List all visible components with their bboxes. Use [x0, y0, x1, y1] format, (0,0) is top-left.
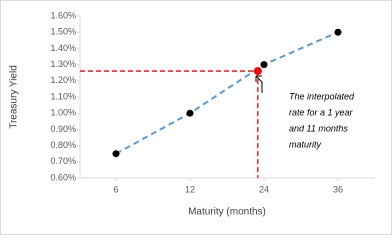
interpolated-point — [253, 67, 262, 76]
x-tick-label: 24 — [259, 184, 269, 194]
chart: Maturity (months) Treasury Yield 0.60% 0.… — [0, 0, 392, 235]
y-tick-label: 0.70% — [50, 156, 76, 166]
y-tick-label: 0.80% — [50, 140, 76, 150]
y-tick-label: 1.60% — [50, 10, 76, 20]
x-tick-label: 12 — [185, 184, 195, 194]
annotation-text: rate for a 1 year — [289, 107, 354, 117]
x-tick-label: 6 — [113, 184, 118, 194]
y-tick-label: 1.30% — [50, 59, 76, 69]
annotation-text: maturity — [289, 139, 322, 149]
page: {"chart_data": { "type": "scatter", "x_l… — [0, 0, 392, 235]
annotation-text: and 11 months — [289, 123, 348, 133]
y-tick-label: 1.20% — [50, 75, 76, 85]
data-point — [334, 28, 342, 36]
annotation-arrow — [255, 75, 263, 93]
annotation-text: The interpolated — [289, 91, 355, 101]
x-tick-label: 36 — [333, 184, 343, 194]
y-tick-label: 0.90% — [50, 124, 76, 134]
y-tick-label: 1.10% — [50, 91, 76, 101]
y-tick-label: 1.00% — [50, 108, 76, 118]
x-axis-title: Maturity (months) — [188, 207, 266, 218]
chart-border — [0, 0, 392, 235]
y-tick-label: 1.40% — [50, 43, 76, 53]
data-point — [260, 61, 268, 69]
y-tick-label: 1.50% — [50, 27, 76, 37]
y-tick-label: 0.60% — [50, 172, 76, 182]
y-axis-title: Treasury Yield — [9, 65, 20, 129]
data-point — [186, 109, 194, 117]
series-line — [115, 31, 339, 155]
data-point — [112, 150, 120, 158]
